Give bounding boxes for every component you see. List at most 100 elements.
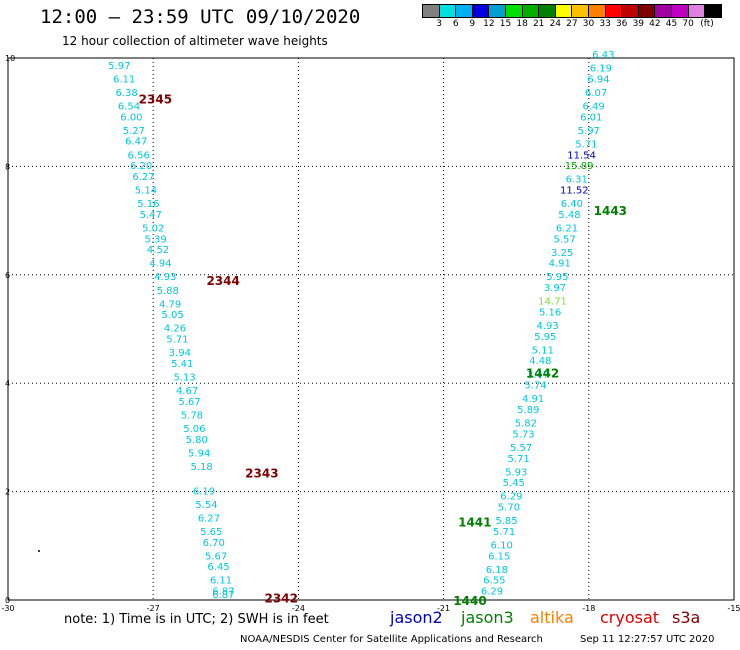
wave-height-point: 5.16 (137, 199, 159, 210)
wave-height-point: 6.27 (198, 513, 220, 524)
wave-height-point: 5.67 (178, 397, 200, 408)
wave-height-point: 4.48 (529, 356, 551, 367)
wave-height-point: 6.07 (585, 88, 607, 99)
color-scale-swatches (422, 4, 722, 18)
pass-label: 2344 (206, 274, 239, 288)
page-title: 12:00 – 23:59 UTC 09/10/2020 (40, 6, 361, 28)
pass-label: 1443 (594, 204, 627, 218)
x-tick-label: -18 (582, 604, 595, 613)
wave-height-point: 5.95 (546, 272, 568, 283)
wave-height-point: 6.11 (210, 576, 232, 587)
wave-height-point: 5.39 (144, 234, 166, 245)
wave-height-point: 5.67 (205, 551, 227, 562)
wave-height-point: 6.11 (113, 74, 135, 85)
wave-height-point: 5.88 (157, 286, 179, 297)
wave-height-point: 5.47 (140, 210, 162, 221)
wave-height-point: 5.71 (493, 527, 515, 538)
wave-height-point: 5.71 (166, 335, 188, 346)
wave-height-point: 6.70 (203, 538, 225, 549)
wave-height-point: 4.67 (176, 386, 198, 397)
wave-height-point: 6.18 (486, 565, 508, 576)
time-note: note: 1) Time is in UTC; 2) SWH is in fe… (64, 612, 329, 627)
wave-height-point: 5.74 (524, 381, 546, 392)
pass-label: 1441 (458, 515, 491, 529)
x-tick-label: -15 (727, 604, 740, 613)
y-tick-label: 6 (5, 271, 10, 280)
wave-height-point: 11.54 (567, 150, 596, 161)
wave-height-point: 5.05 (161, 310, 183, 321)
wave-height-point: 6.29 (500, 492, 522, 503)
pass-label: 2345 (139, 93, 172, 107)
color-scale-labels: 3 6 9 12 15 18 21 24 27 30 33 36 39 42 45 70 (ft) (422, 19, 721, 33)
wave-height-point: 5.73 (512, 429, 534, 440)
wave-height-point: 3.25 (551, 248, 573, 259)
color-scale-label: 27 (566, 19, 578, 29)
wave-height-point: 6.20 (130, 161, 152, 172)
wave-height-point: 4.93 (537, 321, 559, 332)
wave-height-point: 6.87 (212, 587, 234, 598)
pass-label: 1440 (453, 594, 486, 608)
wave-height-point: 5.27 (123, 126, 145, 137)
wave-height-point: 5.13 (174, 372, 196, 383)
wave-height-point: 6.01 (580, 112, 602, 123)
color-scale-label: 15 (499, 19, 512, 29)
color-scale-legend: 3 6 9 12 15 18 21 24 27 30 33 36 39 42 45 70 (ft) (422, 4, 722, 33)
stray-dot-mark (38, 550, 40, 552)
wave-height-point: 6.40 (561, 199, 583, 210)
wave-height-point: 5.16 (539, 307, 561, 318)
wave-height-point: 5.89 (517, 405, 539, 416)
color-scale-label: 36 (615, 19, 628, 29)
wave-height-point: 6.49 (583, 101, 605, 112)
wave-height-point: 6.27 (132, 172, 154, 183)
wave-height-point: 6.55 (483, 576, 505, 587)
wave-height-point: 6.87 (212, 590, 234, 601)
wave-height-point: 5.97 (108, 61, 130, 72)
wave-height-point: 5.80 (186, 435, 208, 446)
wave-height-point: 5.02 (142, 223, 164, 234)
color-scale-label: 70 (682, 19, 694, 29)
color-scale-label: 39 (632, 19, 645, 29)
wave-height-point: 4.91 (549, 259, 571, 270)
color-scale-label: 18 (516, 19, 528, 29)
wave-height-point: 11.52 (560, 186, 589, 197)
x-tick-label: -21 (437, 604, 450, 613)
color-scale-unit: (ft) (700, 19, 714, 29)
x-tick-label: -27 (147, 604, 160, 613)
footer-credit: NOAA/NESDIS Center for Satellite Applica… (240, 634, 543, 645)
y-tick-label: 4 (5, 379, 10, 388)
wave-height-point: 6.19 (590, 64, 612, 75)
wave-height-point: 5.85 (495, 516, 517, 527)
color-scale-label: 6 (452, 19, 459, 29)
wave-height-point: 3.47 (527, 370, 549, 381)
color-scale-label: 12 (483, 19, 495, 29)
wave-height-point: 4.79 (159, 299, 181, 310)
satellite-legend-jason3: jason3 (461, 608, 514, 627)
color-scale-label: 33 (599, 19, 611, 29)
wave-height-point: 5.71 (575, 139, 597, 150)
satellite-legend-altika: altika (530, 608, 574, 627)
wave-height-point: 6.00 (120, 112, 142, 123)
wave-height-point: 5.11 (532, 345, 554, 356)
wave-height-point: 4.91 (522, 394, 544, 405)
wave-height-point: 6.56 (128, 150, 150, 161)
wave-height-point: 3.94 (169, 348, 191, 359)
wave-height-point: 6.31 (566, 175, 588, 186)
wave-height-point: 6.19 (193, 486, 215, 497)
wave-height-point: 5.71 (507, 454, 529, 465)
wave-height-point: 5.78 (181, 410, 203, 421)
x-tick-label: -24 (292, 604, 305, 613)
wave-height-point: 6.21 (556, 223, 578, 234)
wave-height-point: 5.06 (183, 424, 205, 435)
y-tick-label: 10 (5, 54, 15, 63)
wave-height-point: 5.18 (190, 462, 212, 473)
wave-height-point: 5.94 (188, 448, 210, 459)
color-scale-label: 24 (549, 19, 562, 29)
wave-height-point: 5.95 (534, 332, 556, 343)
color-scale-label: 3 (436, 19, 442, 29)
wave-height-point: 5.14 (135, 186, 157, 197)
wave-height-point: 5.70 (498, 503, 520, 514)
wave-height-point: 6.15 (488, 551, 510, 562)
page-subtitle: 12 hour collection of altimeter wave hei… (62, 34, 328, 48)
